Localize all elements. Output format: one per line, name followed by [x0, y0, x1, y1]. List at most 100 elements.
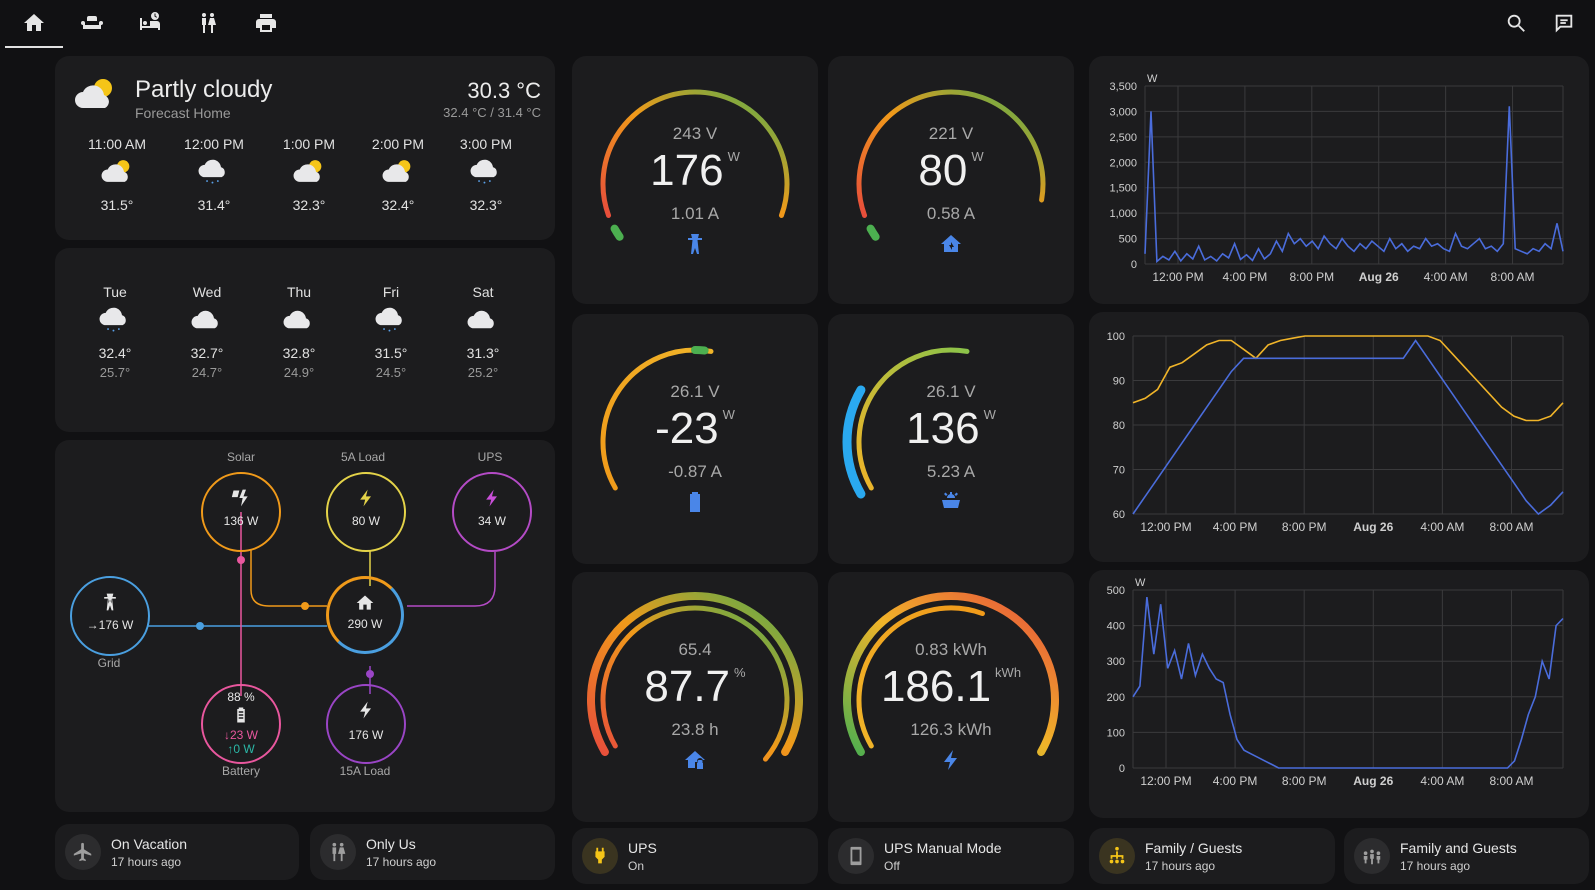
button-card-family-guests[interactable]: Family / Guests 17 hours ago: [1089, 828, 1335, 884]
weather-condition: Partly cloudy: [135, 76, 273, 103]
chart-xtick: 8:00 PM: [1282, 520, 1327, 534]
load5a-node[interactable]: 80 W: [326, 472, 406, 552]
gauge-unit: W: [722, 407, 735, 422]
button-state: Off: [884, 859, 900, 873]
gauge-arc: [600, 89, 790, 241]
cloudy-icon: [283, 310, 310, 329]
daily-high: 31.3°: [466, 345, 500, 361]
chart-xtick: 12:00 PM: [1140, 520, 1191, 534]
gauge-unit: W: [971, 149, 984, 164]
battery-label: Battery: [221, 764, 260, 778]
cloudy-icon: [191, 310, 218, 329]
chart-xtick: 8:00 AM: [1489, 774, 1533, 788]
cloudy-icon: [467, 310, 494, 329]
daily-low: 24.7°: [191, 365, 223, 380]
hourly-temp: 31.5°: [100, 197, 134, 213]
button-state: On: [628, 859, 645, 873]
button-icon-wrap: [582, 838, 618, 874]
daily-forecast-item: Fri 31.5° 24.5°: [351, 284, 431, 380]
search-icon: [1507, 14, 1525, 32]
chart-ytick: 3,000: [1109, 106, 1137, 118]
gauge-number: 87.7: [644, 662, 731, 711]
tab-living-room[interactable]: [63, 0, 121, 46]
load15a-node[interactable]: 176 W: [326, 684, 406, 764]
chart-2: W 0 100 200 300 400 500 12:00 PM 4:00 PM 8:00 PM A…: [1107, 577, 1564, 788]
tab-printer[interactable]: [237, 0, 295, 46]
chart-series-line: [1132, 335, 1564, 422]
ups-label: UPS: [477, 450, 503, 464]
people-icon: [202, 13, 216, 33]
chart-series-line: [1132, 597, 1564, 769]
load15a-value: 176 W: [348, 728, 384, 742]
search-button[interactable]: [1501, 8, 1531, 38]
power-history-chart[interactable]: W 0 500 1,000 1,500 2,000 2,500 3,000 3,500 12:00…: [1089, 56, 1589, 304]
gauge-main-value: 87.7%: [572, 662, 818, 712]
button-card-family-and-guests[interactable]: Family and Guests 17 hours ago: [1344, 828, 1589, 884]
button-card-on-vacation[interactable]: On Vacation 17 hours ago: [55, 824, 299, 880]
chart-ytick: 0: [1119, 763, 1125, 775]
battery-out: ↓23 W: [223, 728, 258, 742]
gauge-card[interactable]: 26.1 V 136 W 5.23 A: [828, 314, 1074, 564]
chart-xtick: 8:00 AM: [1491, 270, 1535, 284]
daily-forecast-card[interactable]: Tue 32.4° 25.7° Wed 32.7° 24.7° Thu 32.8° 24.9° F…: [55, 248, 555, 432]
hourly-temp: 32.3°: [469, 197, 503, 213]
tab-home[interactable]: [5, 0, 63, 48]
chart-series-line: [1132, 339, 1564, 516]
gauge-card[interactable]: 243 V 176 W 1.01 A: [572, 56, 818, 304]
battery-node[interactable]: 88 % ↓23 W ↑0 W: [201, 684, 281, 764]
gauge-top-value: 26.1 V: [926, 382, 976, 401]
solar-node[interactable]: 136 W: [201, 472, 281, 552]
button-name: Family / Guests: [1145, 840, 1243, 856]
gauge-bottom-value: 1.01 A: [670, 204, 720, 223]
grid-node[interactable]: →176 W: [70, 576, 150, 656]
gauge-card[interactable]: 65.4 87.7% 23.8 h: [572, 572, 818, 822]
hourly-forecast-item: 12:00 PM 31.4°: [174, 136, 254, 213]
rainy-icon: [375, 307, 402, 332]
gauge-card[interactable]: 26.1 V -23 W -0.87 A: [572, 314, 818, 564]
gauge-number: 80: [918, 146, 968, 195]
gauge-card[interactable]: 0.83 kWh 186.1 kWh 126.3 kWh: [828, 572, 1074, 822]
gauge-card[interactable]: 221 V 80 W 0.58 A: [828, 56, 1074, 304]
button-icon-wrap: [65, 834, 101, 870]
gauge-main-value: 136 W: [828, 404, 1074, 454]
lightning-icon: [944, 750, 957, 770]
button-card-ups-manual-mode[interactable]: UPS Manual Mode Off: [828, 828, 1074, 884]
chart-ylabel: W: [1135, 577, 1146, 589]
printer-icon: [256, 14, 276, 32]
solar-power-icon: [231, 489, 248, 507]
gauge-number: 186.1: [880, 662, 992, 711]
button-name: UPS: [628, 840, 657, 856]
daily-low: 24.5°: [375, 365, 407, 380]
button-card-only-us[interactable]: Only Us 17 hours ago: [310, 824, 555, 880]
hourly-forecast-item: 1:00 PM 32.3°: [269, 136, 349, 213]
chart-ytick: 3,500: [1109, 81, 1137, 93]
chart-ytick: 2,500: [1109, 132, 1137, 144]
tab-people[interactable]: [179, 0, 237, 46]
gauge-top-value: 65.4: [678, 640, 712, 659]
assist-button[interactable]: [1549, 8, 1579, 38]
daily-day: Tue: [103, 284, 127, 300]
gauge-bottom-value: 126.3 kWh: [910, 720, 992, 739]
gauge-top-value: 221 V: [928, 124, 974, 143]
rainy-icon: [99, 307, 126, 332]
gauge-top-value: 0.83 kWh: [915, 640, 987, 659]
hourly-time: 3:00 PM: [459, 136, 513, 152]
load-history-chart[interactable]: W 0 100 200 300 400 500 12:00 PM 4:00 PM 8:00 PM A…: [1089, 570, 1589, 818]
button-state: 17 hours ago: [1145, 859, 1216, 873]
tab-bedroom[interactable]: [121, 0, 179, 46]
daily-forecast-item: Wed 32.7° 24.7°: [167, 284, 247, 380]
chart-ytick: 2,000: [1109, 157, 1137, 169]
home-node[interactable]: 290 W: [326, 576, 404, 654]
power-flow-card[interactable]: Solar 136 W 5A Load 80 W UPS 34 W →176 W…: [55, 440, 555, 812]
ups-node[interactable]: 34 W: [452, 472, 532, 552]
chart-0: W 0 500 1,000 1,500 2,000 2,500 3,000 3,500 12:00…: [1109, 73, 1564, 284]
daily-day: Thu: [286, 284, 312, 300]
transmission-tower-icon: [104, 593, 116, 611]
button-card-ups[interactable]: UPS On: [572, 828, 818, 884]
battery-soc: 88 %: [227, 690, 255, 704]
button-state: 17 hours ago: [1400, 859, 1471, 873]
solar-label: Solar: [226, 450, 255, 464]
battery-history-chart[interactable]: 60 70 80 90 100 12:00 PM 4:00 PM 8:00 PM Aug 26 4…: [1089, 312, 1589, 562]
weather-card[interactable]: Partly cloudy Forecast Home 30.3 °C 32.4…: [55, 56, 555, 240]
load15a-label: 15A Load: [339, 764, 391, 778]
